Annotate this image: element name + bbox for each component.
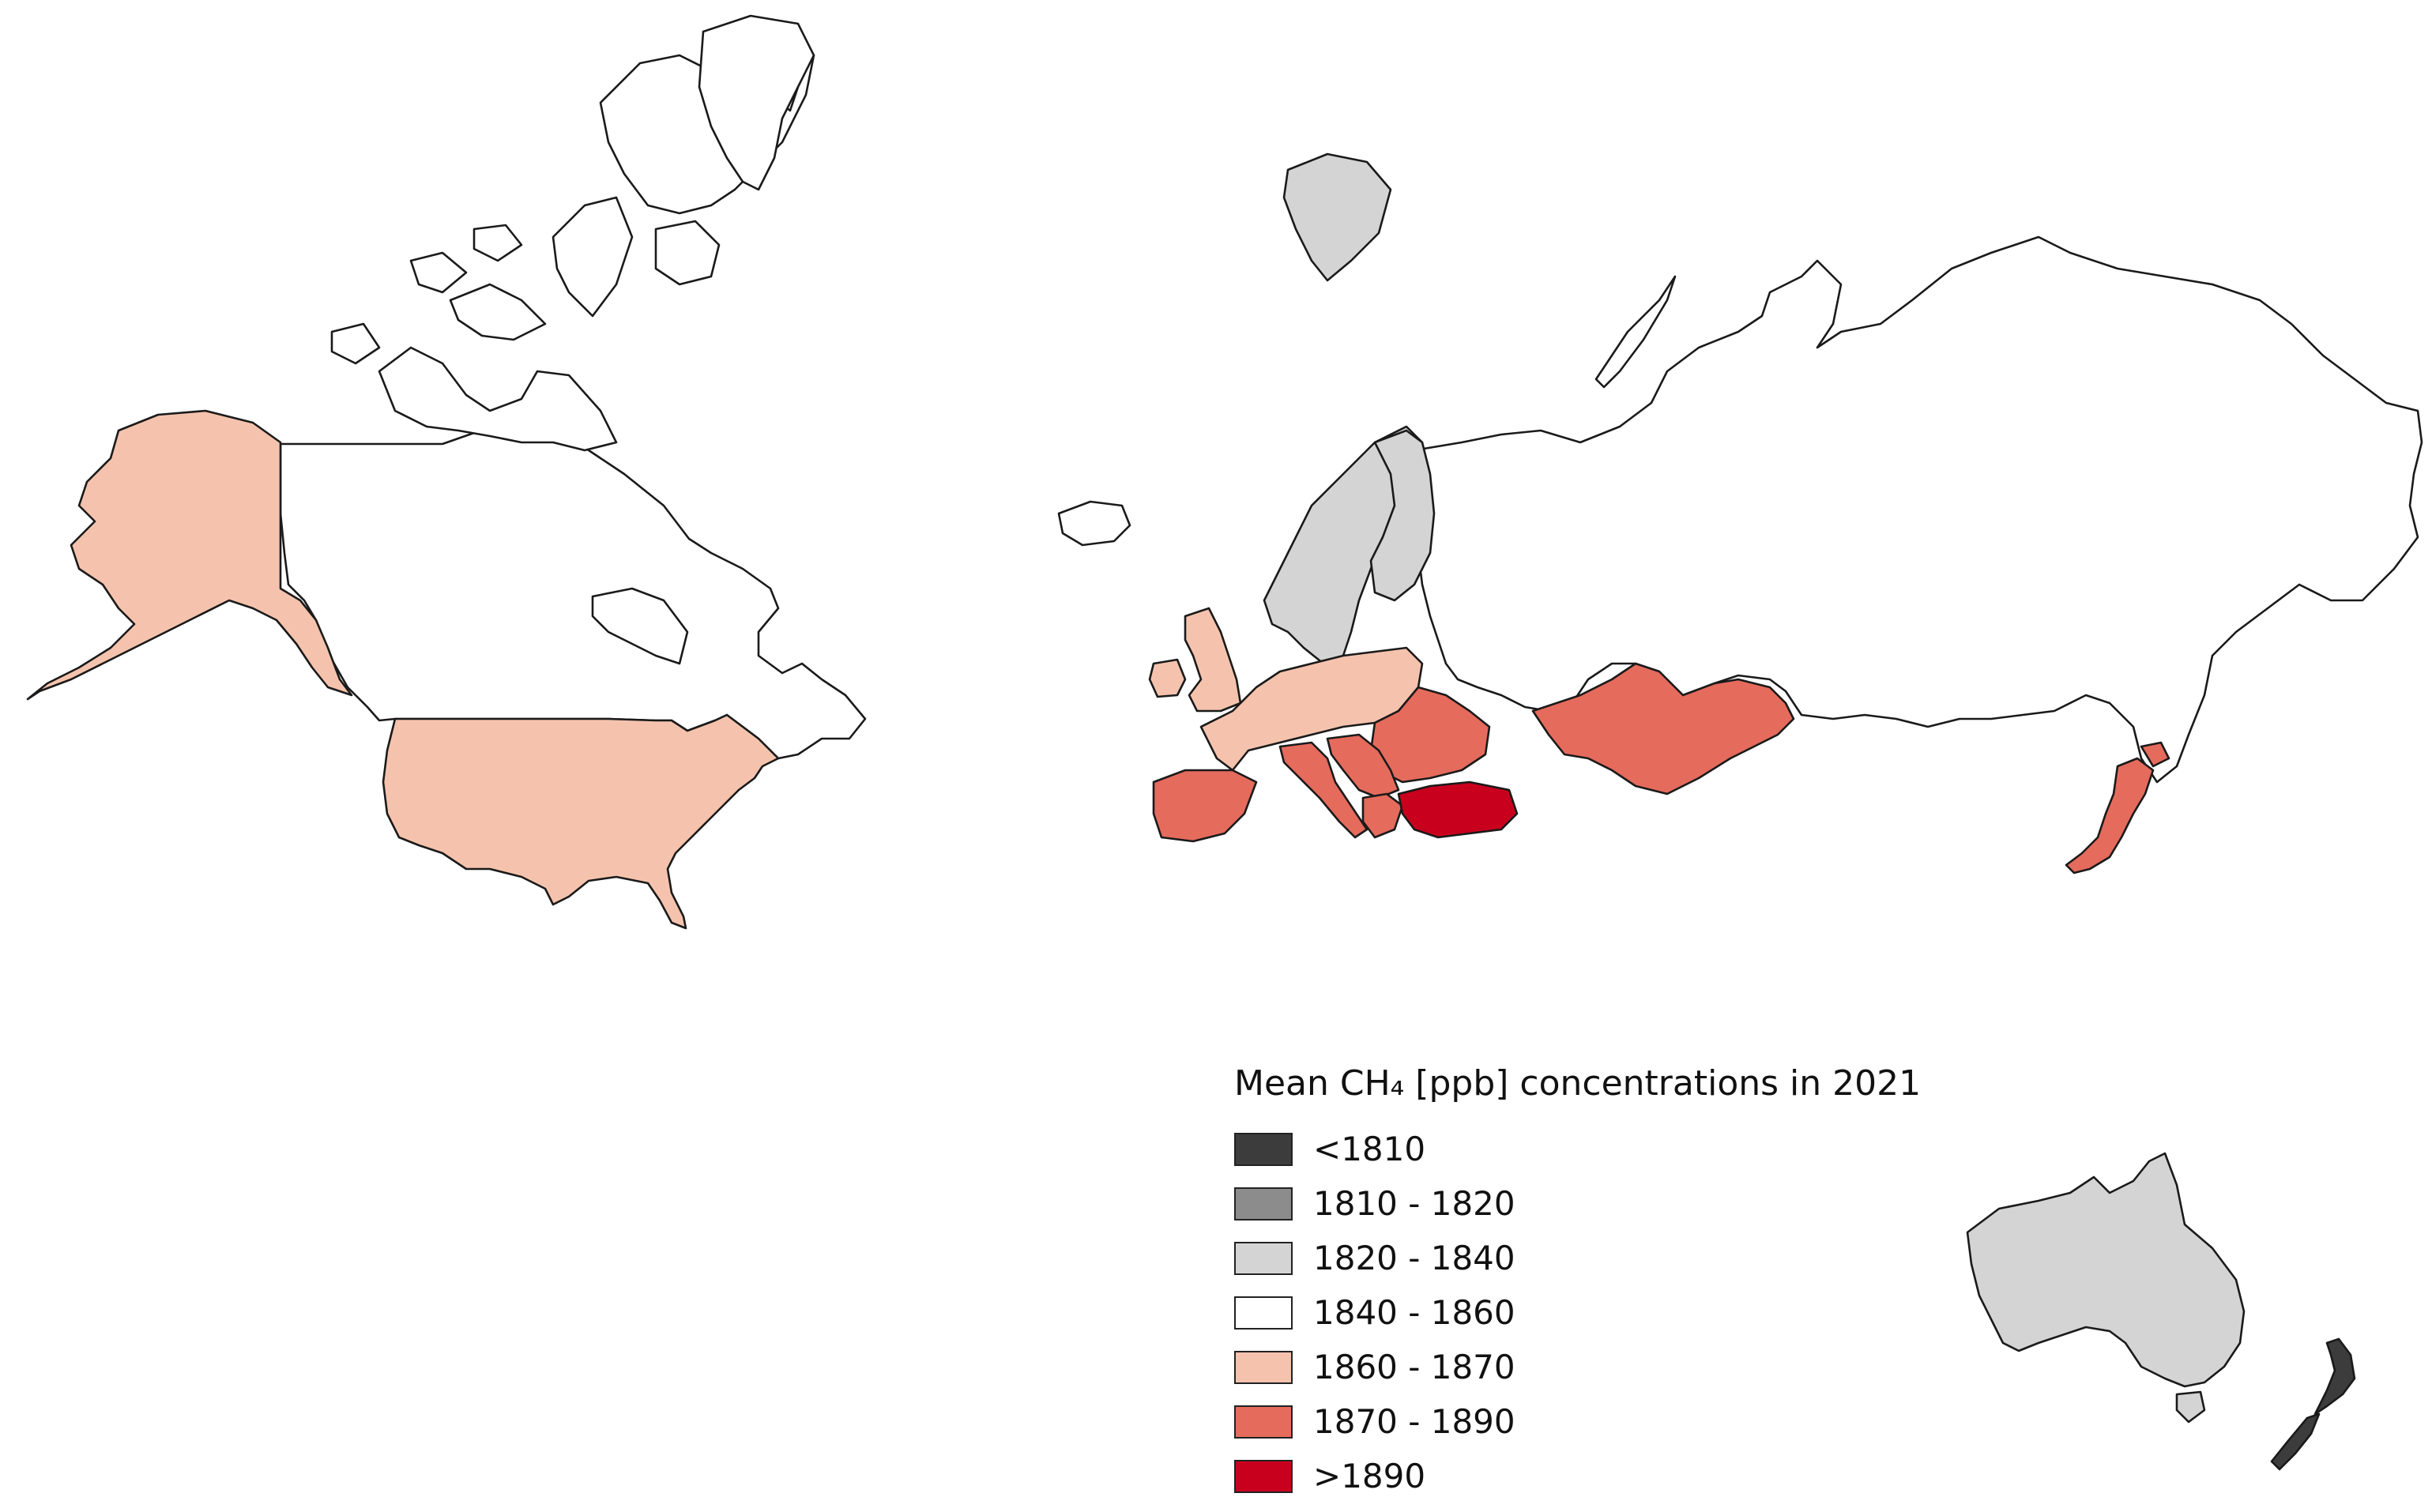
region-balkans	[1326, 733, 1400, 799]
region-greece	[1361, 792, 1404, 839]
legend-label: 1860 - 1870	[1313, 1348, 1515, 1387]
legend-label: 1810 - 1820	[1313, 1184, 1515, 1224]
region-russia-novaya-zemlya	[1594, 275, 1677, 389]
legend-swatch	[1234, 1296, 1293, 1330]
legend-swatch	[1234, 1405, 1293, 1439]
legend-swatch	[1234, 1241, 1293, 1275]
region-new-zealand	[2270, 1337, 2356, 1471]
region-alaska	[26, 409, 353, 701]
region-turkey	[1397, 780, 1519, 839]
region-italy	[1278, 741, 1368, 839]
region-australia	[1966, 1152, 2246, 1388]
legend-label: <1810	[1313, 1130, 1426, 1169]
legend-item: 1870 - 1890	[1234, 1394, 1945, 1449]
legend-item: 1820 - 1840	[1234, 1231, 1945, 1285]
region-ireland	[1148, 658, 1187, 698]
legend-title: Mean CH₄ [ppb] concentrations in 2021	[1234, 1063, 1922, 1104]
map-legend: Mean CH₄ [ppb] concentrations in 2021 <1…	[1234, 1063, 1945, 1503]
region-uk	[1184, 607, 1242, 713]
legend-item: 1810 - 1820	[1234, 1176, 1945, 1231]
region-svalbard	[1282, 152, 1392, 282]
region-greenland	[698, 14, 815, 191]
region-usa	[382, 713, 780, 930]
legend-label: >1890	[1313, 1457, 1426, 1496]
region-iberia	[1152, 769, 1258, 843]
eurasia	[1057, 152, 2423, 874]
legend-item: <1810	[1234, 1122, 1945, 1176]
oceania	[1966, 1152, 2356, 1471]
region-russia	[1409, 235, 2423, 784]
region-japan	[2065, 741, 2170, 874]
legend-item: 1860 - 1870	[1234, 1340, 1945, 1394]
legend-label: 1840 - 1860	[1313, 1293, 1515, 1333]
region-tasmania	[2175, 1390, 2206, 1424]
region-canada-islands	[330, 54, 815, 452]
legend-item: 1840 - 1860	[1234, 1285, 1945, 1340]
legend-item: >1890	[1234, 1449, 1945, 1503]
legend-label: 1870 - 1890	[1313, 1402, 1515, 1442]
legend-swatch	[1234, 1350, 1293, 1384]
region-canada	[279, 429, 867, 760]
legend-label: 1820 - 1840	[1313, 1239, 1515, 1278]
region-iceland	[1057, 500, 1131, 547]
north-america	[26, 14, 867, 930]
region-kazakhstan	[1531, 662, 1795, 795]
legend-swatch	[1234, 1187, 1293, 1221]
legend-swatch	[1234, 1459, 1293, 1493]
region-finland	[1369, 429, 1436, 602]
legend-swatch	[1234, 1132, 1293, 1166]
